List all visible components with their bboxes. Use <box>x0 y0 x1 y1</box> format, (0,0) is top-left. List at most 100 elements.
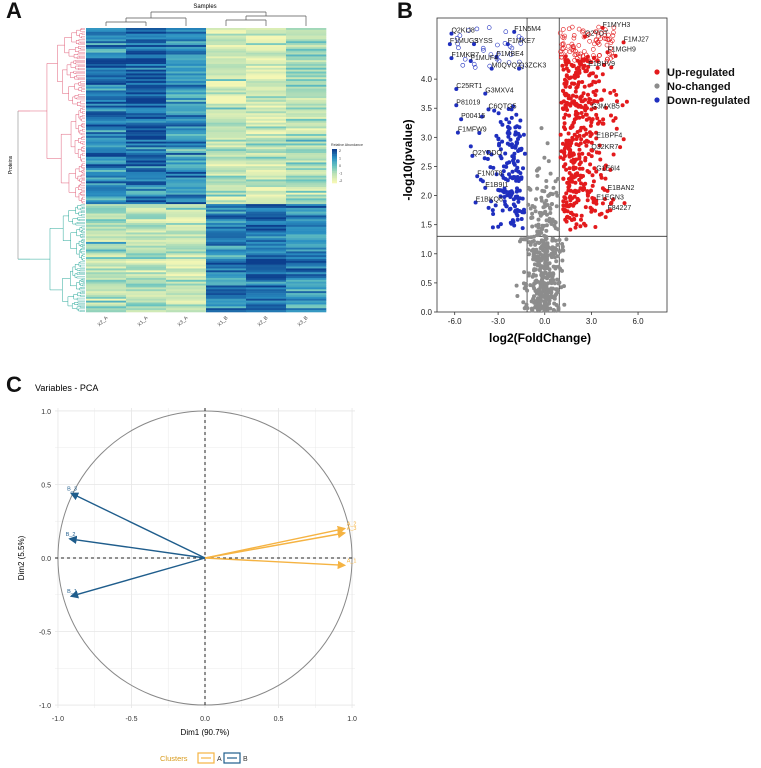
heatmap-cell <box>246 166 287 169</box>
heatmap-cell <box>126 268 167 271</box>
heatmap-cell <box>166 277 207 281</box>
volcano-point <box>537 261 542 266</box>
heatmap-cell <box>86 41 127 44</box>
heatmap-cell <box>86 98 127 101</box>
heatmap-cell <box>246 145 287 148</box>
volcano-point <box>544 234 549 239</box>
heatmap-cell <box>206 122 247 125</box>
heatmap-cell <box>286 247 327 250</box>
heatmap-cell <box>246 298 287 301</box>
heatmap-cell <box>246 198 287 201</box>
heatmap-cell <box>166 109 207 112</box>
pca-vector-label: B_3 <box>67 486 77 492</box>
volcano-point <box>550 238 555 243</box>
heatmap-cell <box>166 274 207 277</box>
volcano-point <box>536 225 541 230</box>
heatmap-cell <box>286 101 327 105</box>
heatmap-cell <box>206 33 247 36</box>
volcano-point <box>526 202 531 207</box>
heatmap-cell <box>86 258 127 262</box>
heatmap-cell <box>126 285 167 288</box>
heatmap-cell <box>86 293 127 296</box>
heatmap-cell <box>286 105 327 108</box>
heatmap-cell <box>86 241 127 245</box>
heatmap-cell <box>126 162 167 165</box>
heatmap-cell <box>286 270 327 273</box>
volcano-x-tick-label: 6.0 <box>632 317 644 326</box>
heatmap-cell <box>86 281 127 284</box>
heatmap-cell <box>166 71 207 74</box>
heatmap-cell <box>286 192 327 195</box>
heatmap-cell <box>166 145 207 148</box>
volcano-point <box>550 295 554 299</box>
heatmap-cell <box>86 285 127 288</box>
heatmap-cell <box>166 247 207 250</box>
heatmap-cell <box>126 279 167 282</box>
heatmap-cell <box>286 88 327 91</box>
colorbar-segment <box>332 149 337 151</box>
heatmap-cell <box>166 185 207 188</box>
heatmap-cell <box>246 151 287 154</box>
volcano-y-tick-label: 3.5 <box>421 104 433 113</box>
heatmap-cell <box>166 75 207 78</box>
heatmap-cell <box>86 156 127 159</box>
heatmap-cell <box>206 147 247 150</box>
heatmap-cell <box>206 217 247 220</box>
heatmap-cell <box>206 145 247 148</box>
volcano-y-tick-label: 3.0 <box>421 133 433 142</box>
heatmap-cell <box>166 217 207 220</box>
heatmap-cell <box>206 96 247 99</box>
volcano-point <box>539 195 544 200</box>
heatmap-cell <box>166 289 207 292</box>
heatmap-cell <box>246 41 287 44</box>
heatmap-cell <box>166 147 207 150</box>
heatmap-cell <box>86 60 127 63</box>
heatmap-cell <box>286 228 327 231</box>
heatmap-cell <box>246 156 287 159</box>
heatmap-cell <box>166 232 207 235</box>
heatmap-cell <box>286 287 327 290</box>
heatmap-cell <box>126 145 167 148</box>
volcano-point <box>558 266 563 271</box>
heatmap-cell <box>286 162 327 165</box>
heatmap-cell <box>86 71 127 74</box>
heatmap-cell <box>246 177 287 180</box>
heatmap-cell <box>166 141 207 144</box>
heatmap-cell <box>206 128 247 131</box>
heatmap-cell <box>166 268 207 271</box>
heatmap-cell <box>206 310 247 313</box>
heatmap-cell <box>206 35 247 38</box>
row-dendrogram <box>17 28 85 312</box>
heatmap-cell <box>286 310 327 313</box>
heatmap-cell <box>246 194 287 197</box>
heatmap-cell <box>126 270 167 273</box>
heatmap-cell <box>246 238 287 241</box>
heatmap-cell <box>286 293 327 296</box>
heatmap-cell <box>286 99 327 103</box>
heatmap-cell <box>246 213 287 216</box>
heatmap-cell <box>286 302 327 305</box>
heatmap-cell <box>126 116 167 120</box>
volcano-point <box>549 281 554 286</box>
heatmap-cell <box>246 276 287 279</box>
heatmap-cell <box>206 179 247 182</box>
heatmap-cell <box>206 181 247 184</box>
heatmap-cell <box>286 264 327 267</box>
heatmap-cell <box>126 310 167 313</box>
heatmap-cell <box>206 173 247 176</box>
heatmap-cell <box>126 240 167 243</box>
heatmap-cell <box>286 205 327 209</box>
pca-vector-label: B_1 <box>67 589 77 595</box>
heatmap-cell <box>126 50 167 53</box>
heatmap-cell <box>246 255 287 258</box>
volcano-point <box>547 298 552 303</box>
heatmap-cell <box>286 118 327 122</box>
volcano-point <box>560 242 565 246</box>
volcano-point <box>551 308 556 312</box>
heatmap-cell <box>286 240 327 243</box>
volcano-y-tick-label: 2.0 <box>421 192 433 201</box>
heatmap-cell <box>286 255 327 258</box>
heatmap-cell <box>126 115 167 118</box>
heatmap-cell <box>86 84 127 87</box>
heatmap-cell <box>286 274 327 277</box>
